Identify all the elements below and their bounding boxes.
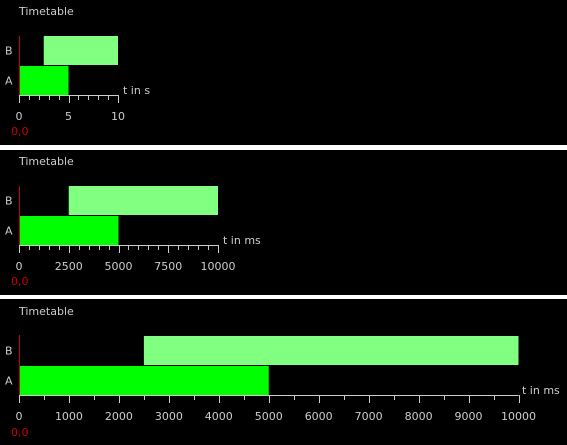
tick-label: 4000 [205, 410, 233, 423]
tick-label: 9000 [455, 410, 483, 423]
category-label-a: A [5, 75, 13, 88]
tick-label: 2000 [105, 410, 133, 423]
tick-label: 7000 [355, 410, 383, 423]
category-label-b: B [5, 45, 13, 58]
chart-title: Timetable [18, 5, 74, 18]
tick-label: 2500 [55, 260, 83, 273]
tick-label: 0 [16, 110, 23, 123]
tick-label: 10000 [201, 260, 236, 273]
tick-label: 5000 [105, 260, 133, 273]
tick-label: 5 [65, 110, 72, 123]
tick-label: 1000 [55, 410, 83, 423]
bar-b [68, 186, 218, 215]
bar-b [43, 36, 118, 65]
chart-svg-3: Timetable A B 0 1000 2000 3000 4000 5000 6000 7000… [5, 305, 560, 439]
tick-label: 10 [111, 110, 125, 123]
x-axis-label: t in ms [522, 384, 560, 397]
origin-label: 0,0 [11, 426, 29, 439]
timetable-chart-1: Timetable A B 0 5 10 t in s 0,0 [0, 0, 567, 145]
bar-a [19, 66, 69, 95]
chart-title: Timetable [18, 155, 74, 168]
tick-label: 5000 [255, 410, 283, 423]
category-label-a: A [5, 375, 13, 388]
category-label-b: B [5, 345, 13, 358]
category-label-a: A [5, 225, 13, 238]
tick-label: 8000 [405, 410, 433, 423]
chart-svg-2: Timetable A B 0 2500 5000 7500 10000 t in ms 0,0 [5, 155, 261, 288]
origin-label: 0,0 [11, 125, 29, 138]
tick-label: 3000 [155, 410, 183, 423]
bar-b [143, 336, 519, 365]
tick-label: 6000 [305, 410, 333, 423]
timetable-chart-2: Timetable A B 0 2500 5000 7500 10000 t in ms 0,0 [0, 150, 567, 295]
timetable-chart-3: Timetable A B 0 1000 2000 3000 4000 5000 6000 7000… [0, 299, 567, 445]
tick-label: 10000 [501, 410, 536, 423]
category-label-b: B [5, 195, 13, 208]
chart-svg-1: Timetable A B 0 5 10 t in s 0,0 [5, 5, 150, 138]
chart-title: Timetable [18, 305, 74, 318]
bar-a [19, 216, 119, 245]
tick-label: 0 [16, 410, 23, 423]
bar-a [19, 366, 269, 395]
origin-label: 0,0 [11, 275, 29, 288]
x-axis-label: t in s [123, 84, 150, 97]
tick-label: 0 [16, 260, 23, 273]
tick-label: 7500 [154, 260, 182, 273]
x-axis-label: t in ms [223, 234, 261, 247]
